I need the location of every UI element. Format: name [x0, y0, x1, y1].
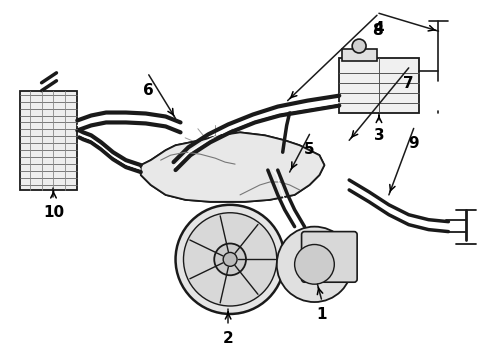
- FancyBboxPatch shape: [342, 49, 377, 61]
- Circle shape: [183, 213, 277, 306]
- FancyBboxPatch shape: [20, 91, 77, 190]
- Circle shape: [175, 205, 285, 314]
- Circle shape: [214, 243, 246, 275]
- Circle shape: [277, 227, 352, 302]
- Circle shape: [223, 252, 237, 266]
- Text: 1: 1: [316, 307, 327, 322]
- Text: 9: 9: [408, 136, 419, 151]
- FancyBboxPatch shape: [301, 231, 357, 282]
- Text: 3: 3: [374, 129, 384, 143]
- Text: 2: 2: [223, 331, 234, 346]
- FancyBboxPatch shape: [339, 58, 418, 113]
- Text: 4: 4: [374, 21, 384, 36]
- Text: 7: 7: [403, 76, 414, 91]
- Text: 5: 5: [304, 142, 315, 157]
- Text: 8: 8: [371, 23, 382, 38]
- Text: 10: 10: [43, 205, 64, 220]
- Text: 6: 6: [144, 83, 154, 98]
- Circle shape: [352, 39, 366, 53]
- Circle shape: [294, 244, 334, 284]
- Polygon shape: [141, 132, 324, 202]
